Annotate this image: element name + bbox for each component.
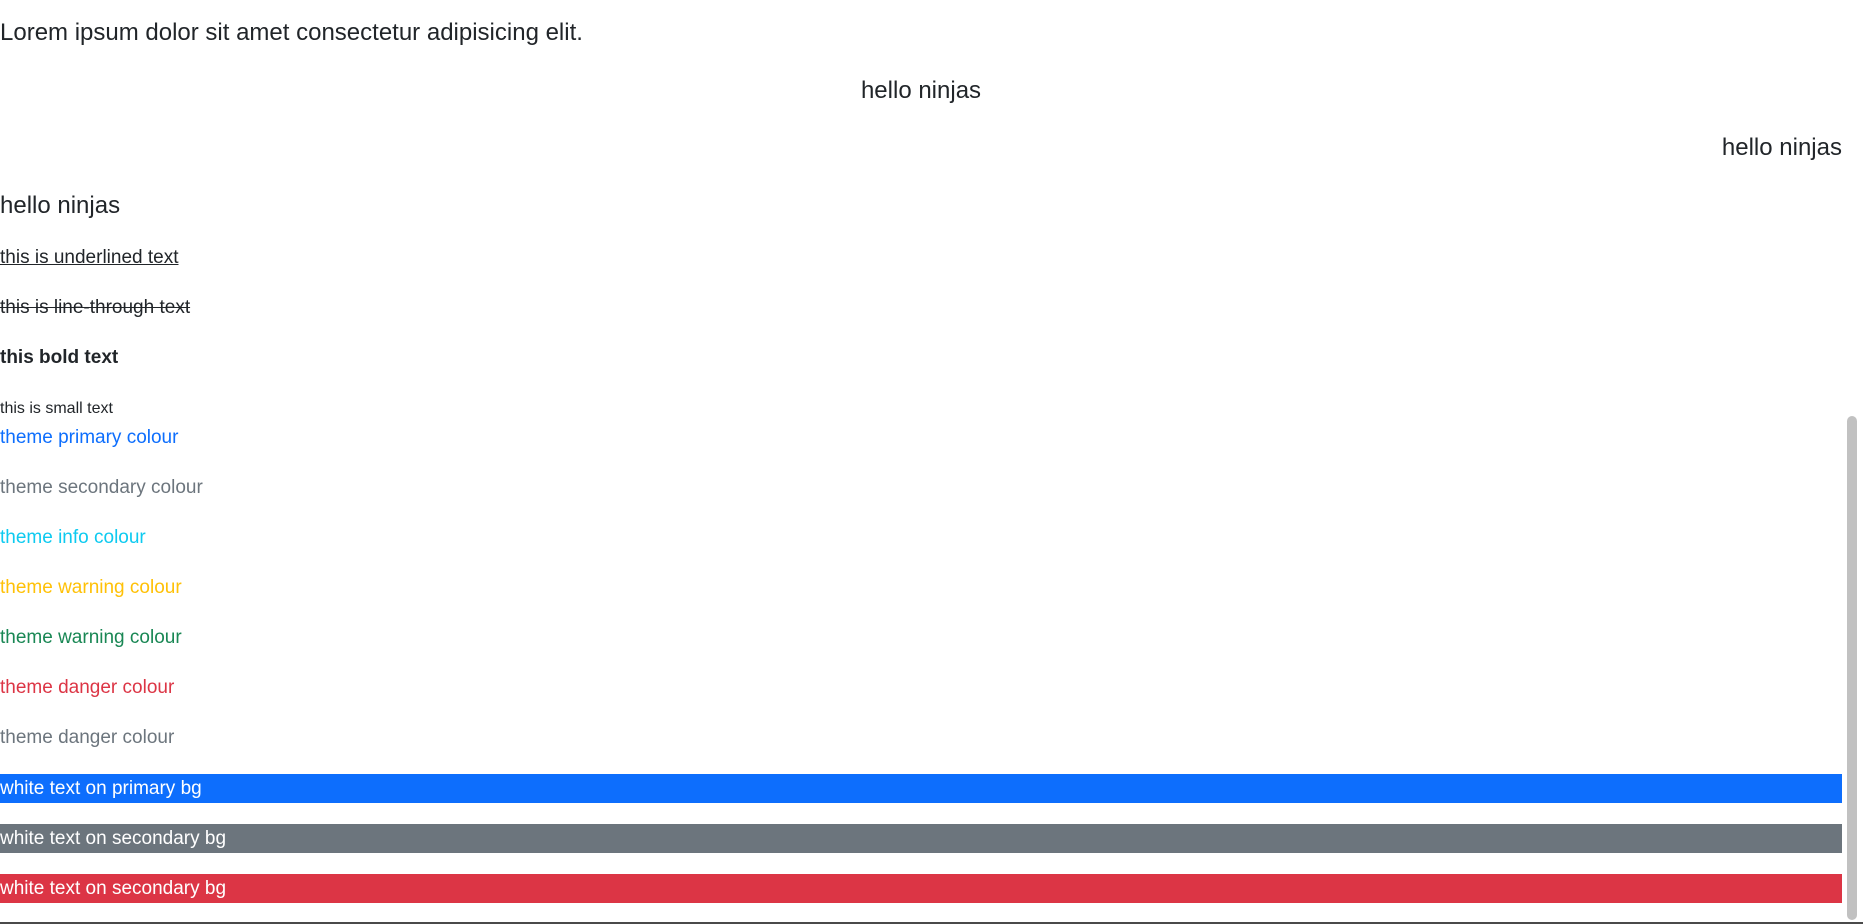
heading-left: hello ninjas (0, 192, 121, 219)
bold-text-line: this bold text (0, 344, 1842, 372)
text-muted-colour: theme danger colour (0, 727, 175, 748)
text-warning-colour: theme warning colour (0, 577, 182, 598)
bold-text: this bold text (0, 347, 119, 368)
bg-danger-bar: white text on secondary bg (0, 874, 1842, 903)
underlined-text-line: this is underlined text (0, 244, 1842, 272)
text-success-colour: theme warning colour (0, 627, 182, 648)
text-info-colour: theme info colour (0, 527, 146, 548)
bg-secondary-bar: white text on secondary bg (0, 824, 1842, 853)
line-through-text: this is line-through text (0, 297, 191, 318)
small-text: this is small text (0, 400, 113, 417)
text-primary-colour: theme primary colour (0, 427, 179, 448)
bg-primary-bar: white text on primary bg (0, 774, 1842, 803)
line-through-text-line: this is line-through text (0, 294, 1842, 322)
heading-right: hello ninjas (1721, 134, 1842, 161)
scrollbar-thumb[interactable] (1847, 416, 1857, 920)
text-secondary-colour: theme secondary colour (0, 477, 203, 498)
heading-center: hello ninjas (860, 77, 982, 104)
underlined-text: this is underlined text (0, 247, 179, 268)
text-danger-colour: theme danger colour (0, 677, 175, 698)
intro-paragraph: Lorem ipsum dolor sit amet consectetur a… (0, 19, 583, 46)
window-bottom-border (0, 922, 1863, 924)
